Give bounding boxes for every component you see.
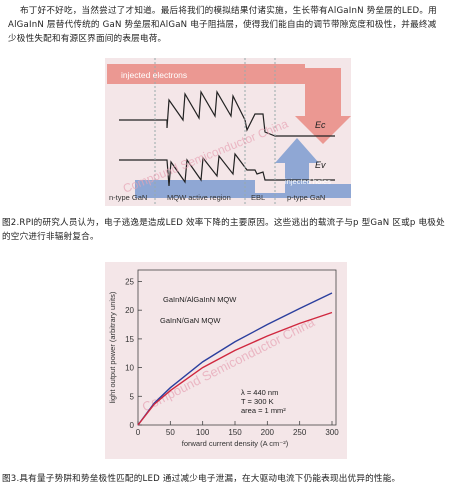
annotation: T = 300 K — [241, 397, 274, 406]
x-tick-label: 200 — [261, 428, 275, 437]
region-label: p-type GaN — [287, 193, 325, 202]
chart-background — [105, 262, 347, 459]
electrons-label: injected electrons — [121, 70, 187, 80]
hole-arrow — [135, 138, 351, 198]
electron-arrow — [107, 64, 351, 144]
series-line — [137, 311, 333, 426]
ec-label: Ec — [315, 120, 326, 130]
series-label: GaInN/AlGaInN MQW — [163, 295, 237, 304]
y-tick-label: 0 — [130, 421, 135, 430]
series-line — [137, 292, 333, 426]
region-label: n-type GaN — [109, 193, 147, 202]
x-tick-label: 0 — [136, 428, 141, 437]
y-tick-label: 20 — [125, 306, 134, 315]
valence-band — [119, 152, 335, 187]
y-tick-label: 5 — [130, 392, 135, 401]
x-axis-label: forward current density (A cm⁻²) — [182, 439, 289, 448]
x-tick-label: 300 — [325, 428, 339, 437]
y-axis-label: light output power (arbitrary units) — [108, 291, 117, 403]
annotation: area = 1 mm² — [241, 406, 286, 415]
x-tick-label: 150 — [228, 428, 242, 437]
plot-frame — [137, 269, 337, 426]
band-diagram: injected electrons Ec Ev injected holes … — [105, 58, 351, 206]
y-tick-label: 10 — [125, 364, 134, 373]
conduction-band — [119, 90, 335, 137]
holes-label: injected holes — [285, 177, 331, 186]
caption: 图2.RPI的研究人员认为，电子逃逸是造成LED 效率下降的主要原因。这些逃出的… — [2, 218, 445, 242]
y-tick-label: 15 — [125, 335, 134, 344]
paragraph: 布丁好不好吃，当然尝过了才知道。最后将我们的模拟结果付诸实施，生长带有AlGaI… — [8, 6, 437, 44]
series-label: GaInN/GaN MQW — [160, 316, 221, 325]
x-tick-label: 250 — [293, 428, 307, 437]
y-tick-label: 25 — [125, 277, 134, 286]
x-tick-label: 50 — [166, 428, 175, 437]
caption: 图3.具有量子势阱和势垒极性匹配的LED 通过减少电子泄漏，在大驱动电流下仍能表… — [2, 474, 401, 484]
region-label: MQW active region — [167, 193, 231, 202]
x-tick-label: 100 — [196, 428, 210, 437]
annotation: λ = 440 nm — [241, 388, 278, 397]
region-label: EBL — [251, 193, 265, 202]
ev-label: Ev — [315, 160, 326, 170]
